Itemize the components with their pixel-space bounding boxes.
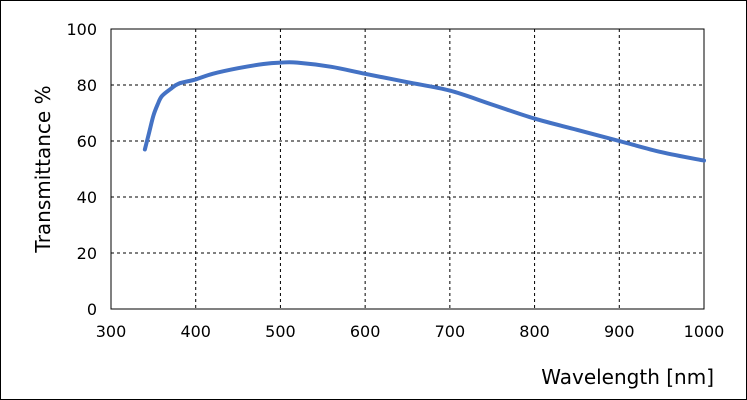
y-tick-label-40: 40 bbox=[77, 188, 97, 207]
x-tick-label-400: 400 bbox=[180, 322, 211, 341]
x-axis-title: Wavelength [nm] bbox=[541, 365, 714, 389]
y-axis-title: Transmittance % bbox=[31, 85, 55, 253]
x-tick-label-900: 900 bbox=[604, 322, 635, 341]
y-tick-label-80: 80 bbox=[77, 76, 97, 95]
y-tick-label-0: 0 bbox=[87, 300, 97, 319]
x-tick-labels: 300 400 500 600 700 800 900 1000 bbox=[96, 322, 725, 341]
series-layer bbox=[142, 60, 706, 163]
x-tick-label-600: 600 bbox=[350, 322, 381, 341]
y-tick-label-100: 100 bbox=[66, 20, 97, 39]
grid-layer bbox=[111, 29, 704, 309]
y-tick-label-60: 60 bbox=[77, 132, 97, 151]
x-tick-label-800: 800 bbox=[519, 322, 550, 341]
x-tick-label-1000: 1000 bbox=[684, 322, 725, 341]
y-tick-label-20: 20 bbox=[77, 244, 97, 263]
x-tick-label-700: 700 bbox=[435, 322, 466, 341]
plot-area bbox=[110, 28, 705, 310]
y-tick-labels: 0 20 40 60 80 100 bbox=[66, 20, 97, 319]
x-tick-label-500: 500 bbox=[265, 322, 296, 341]
series-line-0 bbox=[142, 60, 706, 163]
x-tick-label-300: 300 bbox=[96, 322, 127, 341]
